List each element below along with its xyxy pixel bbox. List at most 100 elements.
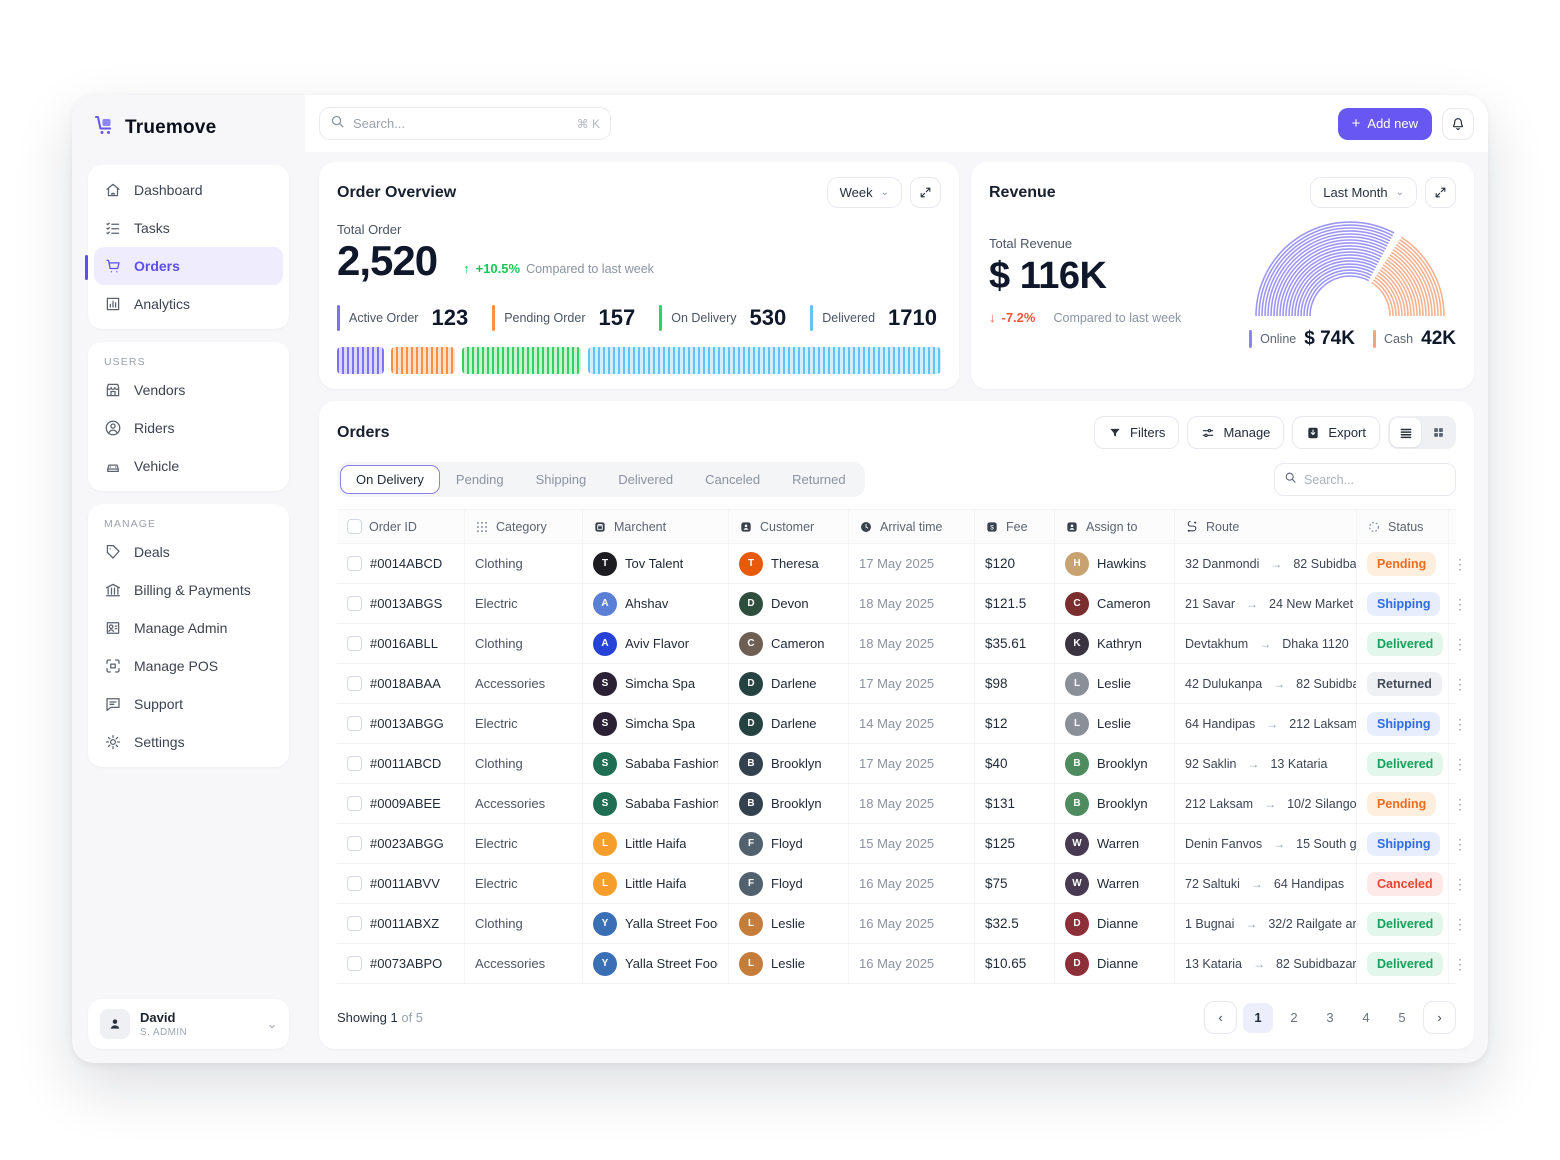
customer-name: Darlene <box>771 716 817 732</box>
column-header-arrival-time: Arrival time <box>849 510 975 544</box>
tab-shipping[interactable]: Shipping <box>535 472 587 488</box>
tab-canceled[interactable]: Canceled <box>705 472 761 488</box>
sidebar-item-manage-admin[interactable]: Manage Admin <box>94 609 283 647</box>
order-segment-bar <box>337 347 941 375</box>
sidebar-item-label: Deals <box>134 544 170 560</box>
sidebar-item-vehicle[interactable]: Vehicle <box>94 447 283 485</box>
page-5[interactable]: 5 <box>1398 1010 1406 1025</box>
row-menu-button[interactable]: ⋮ <box>1453 595 1467 612</box>
column-label: Order ID <box>369 519 417 534</box>
column-header-status: Status <box>1357 510 1449 544</box>
route-from: 1 Bugnai <box>1185 916 1235 931</box>
chat-icon <box>106 698 120 712</box>
row-checkbox[interactable] <box>347 676 362 692</box>
sidebar-item-settings[interactable]: Settings <box>94 723 283 761</box>
column-header-fee: $ Fee <box>975 510 1055 544</box>
chevron-down-icon[interactable]: ⌄ <box>266 1017 277 1031</box>
arrival-time: 16 May 2025 <box>859 956 935 972</box>
global-search[interactable]: ⌘ K <box>319 107 611 140</box>
period-select-week[interactable]: Week ⌄ <box>826 177 902 208</box>
column-header-assign-to: Assign to <box>1055 510 1175 544</box>
row-checkbox[interactable] <box>347 716 362 732</box>
row-checkbox[interactable] <box>347 636 362 652</box>
home-icon <box>106 183 120 197</box>
next-page-button[interactable]: › <box>1423 1001 1456 1034</box>
stat-label: Active Order <box>349 311 419 326</box>
assignee-name: Warren <box>1097 876 1140 892</box>
page-4[interactable]: 4 <box>1362 1010 1370 1025</box>
row-menu-button[interactable]: ⋮ <box>1453 715 1467 732</box>
tab-on-delivery[interactable]: On Delivery <box>340 465 440 495</box>
profile-card[interactable]: David S. ADMIN ⌄ <box>88 999 289 1049</box>
sidebar-item-manage-pos[interactable]: Manage POS <box>94 647 283 685</box>
row-checkbox[interactable] <box>347 756 362 772</box>
row-menu-button[interactable]: ⋮ <box>1453 915 1467 932</box>
select-all-checkbox[interactable] <box>347 519 362 535</box>
sidebar-item-vendors[interactable]: Vendors <box>94 371 283 409</box>
sidebar-item-tasks[interactable]: Tasks <box>94 209 283 247</box>
row-menu-button[interactable]: ⋮ <box>1453 955 1467 972</box>
expand-icon <box>1435 187 1446 198</box>
page-3[interactable]: 3 <box>1326 1010 1334 1025</box>
row-checkbox[interactable] <box>347 596 362 612</box>
notifications-button[interactable] <box>1442 107 1474 140</box>
period-select-month[interactable]: Last Month ⌄ <box>1310 177 1417 208</box>
grid-view-button[interactable] <box>1423 418 1454 447</box>
tab-delivered[interactable]: Delivered <box>618 472 674 488</box>
route-from: 42 Dulukanpa <box>1185 676 1263 691</box>
table-search-input[interactable] <box>1304 472 1446 487</box>
search-input[interactable] <box>353 116 569 131</box>
sidebar-item-label: Orders <box>134 258 180 274</box>
expand-button[interactable] <box>1425 177 1456 208</box>
total-order-value: 2,520 <box>337 237 438 284</box>
arrival-time: 17 May 2025 <box>859 676 935 692</box>
filters-button[interactable]: Filters <box>1094 416 1180 450</box>
bank-icon <box>105 583 121 597</box>
list-view-button[interactable] <box>1390 418 1421 448</box>
table-header-row: Order ID Category Marchent Customer Arrival … <box>337 509 1456 545</box>
customer-name: Floyd <box>771 836 803 852</box>
legend-color-bar <box>1249 330 1253 348</box>
row-menu-button[interactable]: ⋮ <box>1453 555 1467 572</box>
row-checkbox[interactable] <box>347 796 362 812</box>
row-checkbox[interactable] <box>347 556 362 572</box>
sidebar-item-analytics[interactable]: Analytics <box>94 285 283 323</box>
cart-logo-icon <box>92 113 116 142</box>
category: Accessories <box>475 796 546 812</box>
sidebar-groups: Dashboard Tasks Orders Analytics USERS Vendor… <box>85 152 289 767</box>
row-menu-button[interactable]: ⋮ <box>1453 795 1467 812</box>
fee: $98 <box>985 676 1008 692</box>
export-button[interactable]: Export <box>1292 416 1380 450</box>
page-2[interactable]: 2 <box>1290 1010 1298 1025</box>
sidebar-item-deals[interactable]: Deals <box>94 533 283 571</box>
table-search[interactable] <box>1274 463 1456 497</box>
avatar: B <box>1065 751 1089 776</box>
row-checkbox[interactable] <box>347 956 362 972</box>
prev-page-button[interactable]: ‹ <box>1204 1001 1237 1034</box>
row-menu-button[interactable]: ⋮ <box>1453 835 1467 852</box>
row-menu-button[interactable]: ⋮ <box>1453 755 1467 772</box>
avatar: W <box>1065 831 1089 856</box>
row-menu-button[interactable]: ⋮ <box>1453 875 1467 892</box>
add-new-button[interactable]: + Add new <box>1337 107 1432 140</box>
order-id: #0073ABPO <box>370 956 443 972</box>
customer-name: Floyd <box>771 876 803 892</box>
row-checkbox[interactable] <box>347 916 362 932</box>
row-checkbox[interactable] <box>347 876 362 892</box>
tab-pending[interactable]: Pending <box>455 472 504 488</box>
row-checkbox[interactable] <box>347 836 362 852</box>
avatar: S <box>593 791 617 816</box>
row-menu-button[interactable]: ⋮ <box>1453 635 1467 652</box>
avatar: F <box>739 831 763 856</box>
manage-button[interactable]: Manage <box>1187 416 1285 450</box>
sidebar-item-billing-payments[interactable]: Billing & Payments <box>94 571 283 609</box>
sidebar-item-orders[interactable]: Orders <box>85 247 283 285</box>
page-1[interactable]: 1 <box>1243 1002 1273 1033</box>
tab-returned[interactable]: Returned <box>792 472 846 488</box>
row-menu-button[interactable]: ⋮ <box>1453 675 1467 692</box>
sidebar-item-dashboard[interactable]: Dashboard <box>94 171 283 209</box>
expand-button[interactable] <box>910 177 941 208</box>
sidebar-item-support[interactable]: Support <box>94 685 283 723</box>
sidebar-item-label: Vehicle <box>134 458 180 474</box>
sidebar-item-riders[interactable]: Riders <box>94 409 283 447</box>
